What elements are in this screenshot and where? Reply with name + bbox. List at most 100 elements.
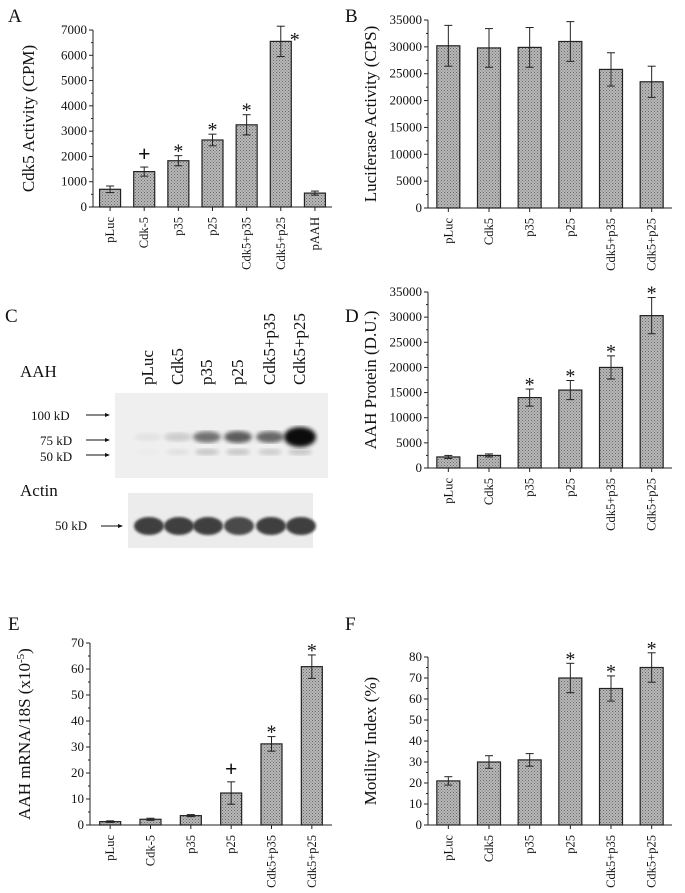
y-tick-label: 20 — [409, 775, 422, 790]
bar-p35 — [517, 759, 542, 826]
significance-asterisk: * — [647, 283, 657, 305]
chart-panel-d: D 0 5000 10000 15000 20000 25000 30000 35000 AAH … — [345, 283, 672, 531]
actin-band — [164, 517, 194, 535]
x-tick-label: pLuc — [103, 217, 117, 243]
x-tick-label: p35 — [184, 835, 198, 854]
y-tick-label: 1000 — [61, 174, 87, 189]
panel-label: A — [8, 6, 22, 27]
y-tick-label: 0 — [81, 199, 88, 214]
aah-band-50kd — [166, 449, 190, 455]
bar-p25 — [558, 40, 583, 209]
x-tick-label: Cdk5+p35 — [604, 835, 618, 888]
aah-band-75kd — [193, 431, 221, 443]
y-tick-label: 6000 — [61, 47, 87, 62]
x-tick-label: p35 — [523, 218, 537, 237]
y-tick-label: 30000 — [390, 309, 423, 324]
aah-band-75kd — [224, 431, 252, 443]
chart-panel-a: A 0 1000 2000 3000 4000 5000 6000 7000 Cdk5 Activ… — [8, 6, 332, 270]
y-tick-label: 70 — [409, 670, 422, 685]
y-tick-label: 7000 — [61, 22, 87, 37]
x-tick-label: pLuc — [103, 835, 117, 861]
lane-label: p35 — [197, 360, 216, 386]
y-tick-label: 60 — [409, 691, 422, 706]
aah-band-50kd — [195, 449, 219, 455]
x-tick-label: Cdk5+p25 — [645, 478, 659, 531]
significance-asterisk: * — [606, 341, 616, 363]
bar-cdk5-p35 — [598, 68, 624, 209]
bar-cdk5-p35 — [235, 124, 258, 208]
x-tick-label: Cdk5 — [482, 218, 496, 245]
bar-pluc — [436, 45, 461, 209]
panel-label: C — [5, 306, 18, 327]
bar-p35 — [517, 397, 542, 469]
chart-panel-b: B 0 5000 10000 15000 20000 25000 30000 35000 Luci… — [345, 6, 672, 271]
significance-asterisk: * — [525, 374, 535, 396]
aah-band-50kd — [258, 449, 282, 455]
y-tick-label: 50 — [71, 687, 84, 702]
y-tick-label: 30000 — [390, 39, 423, 54]
x-tick-label: p35 — [171, 217, 185, 236]
arrowhead-icon — [105, 438, 110, 442]
x-tick-label: Cdk5 — [482, 478, 496, 505]
y-tick-label: 60 — [71, 661, 84, 676]
x-tick-label: pLuc — [441, 478, 455, 504]
bar-p25 — [201, 139, 224, 208]
x-tick-label: Cdk5+p35 — [604, 478, 618, 531]
bar-cdk5-p35 — [260, 743, 283, 826]
y-tick-label: 5000 — [61, 73, 87, 88]
lane-label: Cdk5+p35 — [260, 313, 279, 385]
actin-band — [224, 517, 254, 535]
bar-p35 — [167, 160, 190, 208]
y-tick-label: 80 — [409, 649, 422, 664]
x-tick-label: Cdk-5 — [144, 835, 158, 866]
x-tick-label: pAAH — [308, 217, 322, 250]
significance-asterisk: * — [208, 119, 218, 141]
panel-label: D — [345, 306, 359, 327]
significance-asterisk: * — [267, 722, 277, 744]
y-tick-label: 10000 — [390, 410, 423, 425]
bar-cdk5-p25 — [639, 315, 664, 469]
y-tick-label: 0 — [416, 460, 423, 475]
y-tick-label: 5000 — [396, 435, 422, 450]
y-tick-label: 25000 — [390, 66, 423, 81]
arrowhead-icon — [105, 453, 110, 457]
y-tick-label: 15000 — [390, 385, 423, 400]
y-tick-label: 5000 — [396, 173, 422, 188]
bar-p35 — [517, 46, 542, 209]
significance-asterisk: * — [606, 661, 616, 683]
y-axis-label: AAH mRNA/18S (x10-5) — [15, 648, 34, 820]
y-tick-label: 35000 — [390, 284, 423, 299]
y-axis-label: Motility Index (%) — [361, 677, 380, 805]
significance-asterisk: * — [173, 141, 183, 163]
actin-band — [286, 517, 316, 535]
lane-label: Cdk5 — [168, 348, 187, 385]
bar-p25 — [558, 389, 583, 469]
y-tick-label: 40 — [71, 713, 84, 728]
bar-cdk5-p25 — [300, 666, 323, 826]
y-tick-label: 40 — [409, 733, 422, 748]
y-tick-label: 10 — [409, 796, 422, 811]
bar-pluc — [436, 780, 461, 826]
y-tick-label: 70 — [71, 635, 84, 650]
actin-band — [256, 517, 286, 535]
y-tick-label: 2000 — [61, 148, 87, 163]
arrowhead-icon — [118, 524, 123, 528]
significance-asterisk: * — [242, 100, 252, 122]
y-tick-label: 50 — [409, 712, 422, 727]
y-axis-label: Cdk5 Activity (CPM) — [19, 45, 38, 192]
aah-band-50kd — [288, 449, 312, 455]
chart-panel-f: F 0 10 20 30 40 50 60 70 80 Motility Index (%) pLuc… — [345, 614, 672, 888]
arrowhead-icon — [105, 413, 110, 417]
chart-panel-e: E 0 10 20 30 40 50 60 70 AAH mRNA/18S (x10-5) pLuc… — [8, 614, 332, 888]
x-tick-label: Cdk5+p25 — [645, 835, 659, 888]
aah-band-50kd — [136, 449, 160, 455]
western-blot-panel-c: C AAH Actin pLuc Cdk5 p35 p25 Cdk5+p35 Cdk5+p25 1… — [5, 306, 328, 548]
x-tick-label: Cdk5+p25 — [305, 835, 319, 888]
significance-asterisk: * — [565, 648, 575, 670]
y-tick-label: 0 — [78, 817, 85, 832]
y-axis-label: AAH Protein (D.U.) — [361, 311, 380, 450]
panel-label: B — [345, 6, 358, 27]
aah-band-75kd — [164, 432, 192, 442]
mw-marker-label: 50 kD — [55, 518, 87, 533]
